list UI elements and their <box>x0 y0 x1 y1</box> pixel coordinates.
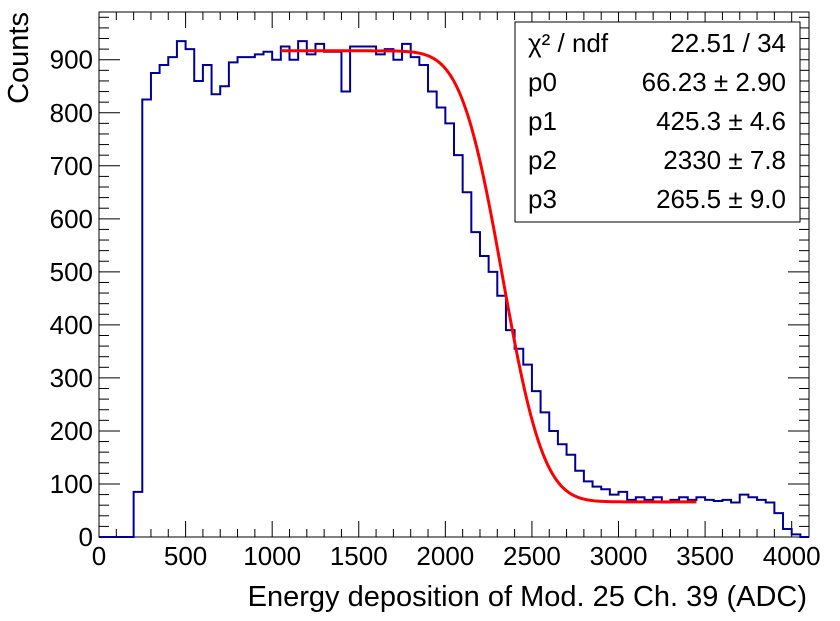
stats-chi2-value: 22.51 / 34 <box>670 28 786 58</box>
histogram-line <box>99 40 809 538</box>
y-tick-label: 200 <box>50 416 93 446</box>
stats-chi2-label: χ² / ndf <box>528 28 609 58</box>
stats-p0-label: p0 <box>528 67 557 97</box>
plot-frame <box>98 11 810 538</box>
x-tick-label: 2500 <box>503 541 561 571</box>
stats-p2-value: 2330 ± 7.8 <box>663 145 786 175</box>
y-tick-label: 300 <box>50 363 93 393</box>
x-axis-ticks <box>98 12 810 537</box>
y-tick-label: 700 <box>50 151 93 181</box>
y-axis-title: Counts <box>3 12 35 104</box>
stats-p1-label: p1 <box>528 106 557 136</box>
y-tick-label: 900 <box>50 45 93 75</box>
stats-box: χ² / ndf 22.51 / 34 p0 66.23 ± 2.90 p1 4… <box>514 21 801 223</box>
y-tick-label: 400 <box>50 310 93 340</box>
y-tick-label: 500 <box>50 257 93 287</box>
y-tick-label: 0 <box>79 522 93 552</box>
y-tick-label: 800 <box>50 98 93 128</box>
x-axis-title: Energy deposition of Mod. 25 Ch. 39 (ADC… <box>248 581 807 613</box>
x-tick-label: 3500 <box>676 541 734 571</box>
x-tick-label: 1000 <box>243 541 301 571</box>
stats-p3-value: 265.5 ± 9.0 <box>656 184 786 214</box>
y-tick-label: 600 <box>50 204 93 234</box>
x-tick-label: 3000 <box>590 541 648 571</box>
y-tick-label: 100 <box>50 469 93 499</box>
x-axis-tick-labels: 0 500 1000 1500 2000 2500 3000 3500 4000 <box>92 541 821 571</box>
x-tick-label: 0 <box>92 541 106 571</box>
stats-p3-label: p3 <box>528 184 557 214</box>
fit-curve-line <box>280 49 697 504</box>
stats-p2-label: p2 <box>528 145 557 175</box>
x-tick-label: 2000 <box>416 541 474 571</box>
x-tick-label: 4000 <box>763 541 821 571</box>
x-tick-label: 500 <box>164 541 207 571</box>
stats-p1-value: 425.3 ± 4.6 <box>656 106 786 136</box>
x-tick-label: 1500 <box>330 541 388 571</box>
stats-p0-value: 66.23 ± 2.90 <box>642 67 786 97</box>
stats-box-frame <box>514 21 801 223</box>
y-axis-ticks <box>99 16 809 538</box>
y-axis-tick-labels: 0 100 200 300 400 500 600 700 800 900 <box>50 45 93 552</box>
